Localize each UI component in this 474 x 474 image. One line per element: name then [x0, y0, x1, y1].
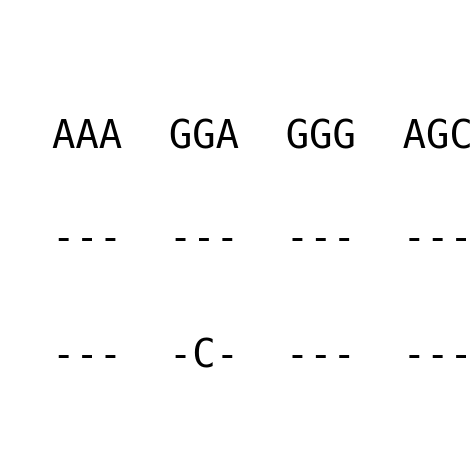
Text: ---  -C-  ---  ---: --- -C- --- --- [52, 337, 473, 375]
Text: ---  ---  ---  ---: --- --- --- --- [52, 220, 473, 258]
Text: AAA  GGA  GGG  AGC: AAA GGA GGG AGC [52, 118, 473, 156]
